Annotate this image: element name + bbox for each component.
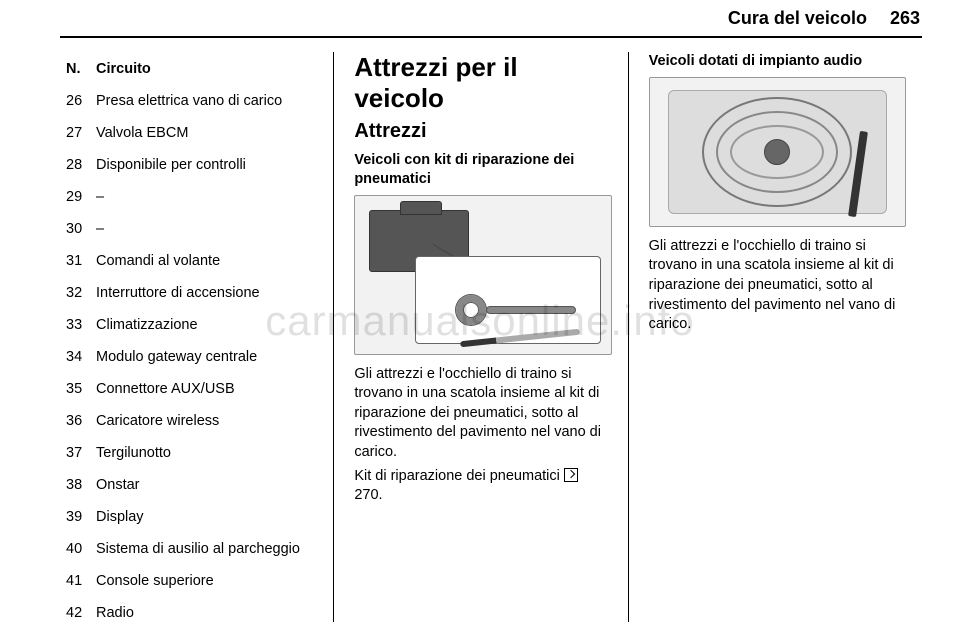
- fuse-label: Onstar: [92, 470, 315, 500]
- table-row: 29–: [62, 182, 315, 212]
- fuse-number: 27: [62, 118, 90, 148]
- fuse-number: 42: [62, 598, 90, 628]
- fuse-number: 37: [62, 438, 90, 468]
- fuse-label: Console superiore: [92, 566, 315, 596]
- fuse-number: 34: [62, 342, 90, 372]
- fuse-label: Modulo gateway centrale: [92, 342, 315, 372]
- table-row: 36Caricatore wireless: [62, 406, 315, 436]
- tools-paragraph: Gli attrezzi e l'occhiello di traino si …: [354, 365, 611, 463]
- tools-crossref: Kit di riparazione dei pneumatici 270.: [354, 467, 611, 506]
- column-2: Attrezzi per il veicolo Attrezzi Veicoli…: [333, 52, 627, 622]
- tools-subsub: Veicoli con kit di riparazione dei pneum…: [354, 151, 611, 189]
- fuse-label: Radio: [92, 598, 315, 628]
- table-header-row: N. Circuito: [62, 54, 315, 84]
- spare-wheel-icon: [702, 97, 852, 207]
- illustration-tool-kit: [354, 195, 611, 355]
- table-row: 33Climatizzazione: [62, 310, 315, 340]
- table-header-num: N.: [62, 54, 90, 84]
- table-row: 42Radio: [62, 598, 315, 628]
- fuse-label: Sistema di ausilio al parcheggio: [92, 534, 315, 564]
- fuse-number: 31: [62, 246, 90, 276]
- fuse-label: –: [92, 182, 315, 212]
- fuse-label: Interruttore di accensione: [92, 278, 315, 308]
- fuse-label: Comandi al volante: [92, 246, 315, 276]
- column-1: N. Circuito 26Presa elettrica vano di ca…: [60, 52, 333, 622]
- audio-heading: Veicoli dotati di impianto audio: [649, 52, 906, 71]
- table-row: 41Console superiore: [62, 566, 315, 596]
- table-row: 32Interruttore di accensione: [62, 278, 315, 308]
- tools-subtitle: Attrezzi: [354, 120, 611, 143]
- table-row: 27Valvola EBCM: [62, 118, 315, 148]
- fuse-number: 30: [62, 214, 90, 244]
- table-row: 28Disponibile per controlli: [62, 150, 315, 180]
- section-title: Cura del veicolo: [728, 8, 867, 28]
- header-rule: [60, 36, 922, 38]
- fuse-number: 32: [62, 278, 90, 308]
- crossref-icon: [564, 468, 578, 482]
- page-header: Cura del veicolo 263: [728, 8, 920, 29]
- manual-page: Cura del veicolo 263 N. Circuito 26Presa…: [0, 0, 960, 642]
- fuse-number: 35: [62, 374, 90, 404]
- content-columns: N. Circuito 26Presa elettrica vano di ca…: [60, 52, 922, 622]
- tools-title: Attrezzi per il veicolo: [354, 52, 611, 114]
- table-row: 30–: [62, 214, 315, 244]
- fuse-label: Display: [92, 502, 315, 532]
- table-row: 26Presa elettrica vano di carico: [62, 86, 315, 116]
- cargo-well-icon: [668, 90, 887, 214]
- table-row: 39Display: [62, 502, 315, 532]
- fuse-label: Climatizzazione: [92, 310, 315, 340]
- fuse-label: Valvola EBCM: [92, 118, 315, 148]
- fuse-number: 26: [62, 86, 90, 116]
- table-row: 31Comandi al volante: [62, 246, 315, 276]
- crossref-text: Kit di riparazione dei pneumatici: [354, 468, 564, 484]
- fuse-number: 29: [62, 182, 90, 212]
- fuse-label: Presa elettrica vano di carico: [92, 86, 315, 116]
- fuse-number: 28: [62, 150, 90, 180]
- crossref-page: 270.: [354, 487, 382, 503]
- table-row: 35Connettore AUX/USB: [62, 374, 315, 404]
- fuse-number: 39: [62, 502, 90, 532]
- fuse-number: 38: [62, 470, 90, 500]
- inset-panel: [415, 256, 600, 344]
- tow-eye-icon: [456, 295, 576, 325]
- fuse-label: Tergilunotto: [92, 438, 315, 468]
- illustration-spare-well: [649, 77, 906, 227]
- fuse-number: 33: [62, 310, 90, 340]
- fuse-label: Disponibile per controlli: [92, 150, 315, 180]
- table-row: 37Tergilunotto: [62, 438, 315, 468]
- table-row: 34Modulo gateway centrale: [62, 342, 315, 372]
- page-number: 263: [890, 8, 920, 28]
- table-row: 38Onstar: [62, 470, 315, 500]
- fuse-label: Connettore AUX/USB: [92, 374, 315, 404]
- column-3: Veicoli dotati di impianto audio Gli att…: [628, 52, 922, 622]
- fuse-label: Caricatore wireless: [92, 406, 315, 436]
- audio-paragraph: Gli attrezzi e l'occhiello di traino si …: [649, 237, 906, 335]
- fuse-table: N. Circuito 26Presa elettrica vano di ca…: [60, 52, 317, 630]
- table-row: 40Sistema di ausilio al parcheggio: [62, 534, 315, 564]
- fuse-number: 36: [62, 406, 90, 436]
- table-header-label: Circuito: [92, 54, 315, 84]
- fuse-number: 41: [62, 566, 90, 596]
- screwdriver-icon: [460, 328, 580, 347]
- fuse-label: –: [92, 214, 315, 244]
- fuse-number: 40: [62, 534, 90, 564]
